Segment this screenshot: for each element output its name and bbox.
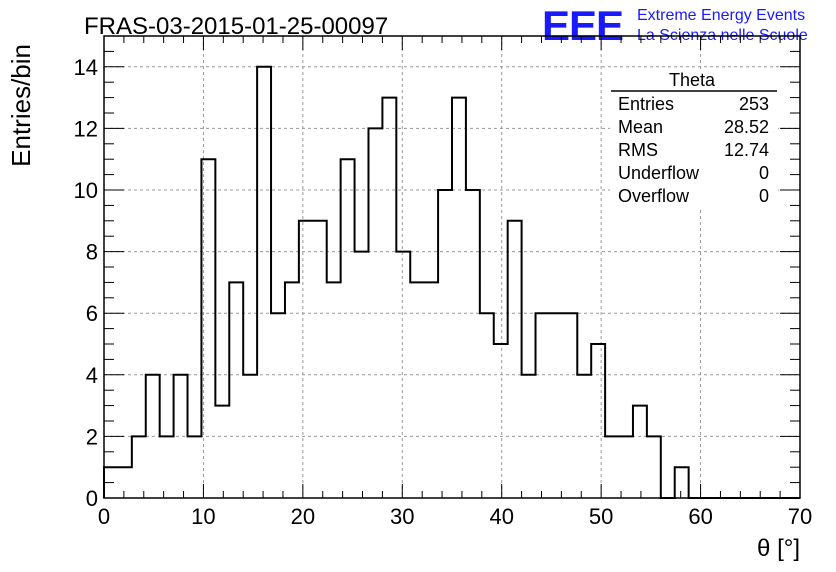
histogram-bin xyxy=(438,190,452,498)
histogram-bin xyxy=(132,436,146,498)
histogram-bin xyxy=(619,436,633,498)
histogram-bin xyxy=(215,406,229,498)
histogram-bin xyxy=(118,467,132,498)
eee-logo-mark: EEE xyxy=(542,2,623,49)
histogram-bin xyxy=(466,190,480,498)
histogram-bin xyxy=(494,344,508,498)
stats-label: Entries xyxy=(618,94,674,114)
histogram-bin xyxy=(341,159,355,498)
stats-label: Underflow xyxy=(618,163,700,183)
stats-title: Theta xyxy=(669,70,716,90)
histogram-bin xyxy=(480,313,494,498)
stats-box: Theta Entries 253 Mean 28.52 RMS 12.74 Underfl… xyxy=(610,70,778,208)
y-tick-label: 0 xyxy=(86,486,98,511)
histogram-bin xyxy=(549,313,563,498)
x-tick-label: 60 xyxy=(688,504,712,529)
histogram-bin xyxy=(271,313,285,498)
y-tick-label: 8 xyxy=(86,240,98,265)
histogram-bin xyxy=(285,282,299,498)
histogram-bin xyxy=(522,375,536,498)
stats-value: 12.74 xyxy=(724,140,769,160)
histogram-bin xyxy=(327,282,341,498)
x-tick-label: 0 xyxy=(98,504,110,529)
histogram-bin xyxy=(229,282,243,498)
stats-value: 0 xyxy=(759,163,769,183)
histogram-bin xyxy=(675,467,689,498)
axis-ticks xyxy=(103,35,801,499)
histogram-bin xyxy=(605,436,619,498)
histogram-bin xyxy=(313,221,327,498)
histogram-outline xyxy=(103,65,800,499)
histogram-bin xyxy=(257,67,271,498)
stats-value: 253 xyxy=(739,94,769,114)
histogram-bin xyxy=(633,406,647,498)
histogram-bin xyxy=(174,375,188,498)
y-tick-label: 6 xyxy=(86,301,98,326)
x-tick-label: 20 xyxy=(291,504,315,529)
y-tick-labels: 0 2 4 6 8 10 12 14 xyxy=(74,55,98,511)
y-axis-label: Entries/bin xyxy=(6,44,36,167)
histogram-bin xyxy=(382,98,396,498)
y-tick-label: 14 xyxy=(74,55,98,80)
stats-label: Mean xyxy=(618,117,663,137)
x-tick-label: 30 xyxy=(390,504,414,529)
histogram-bin xyxy=(424,282,438,498)
x-tick-label: 70 xyxy=(788,504,812,529)
x-tick-label: 50 xyxy=(589,504,613,529)
x-tick-label: 40 xyxy=(489,504,513,529)
histogram-bin xyxy=(188,436,202,498)
y-tick-label: 2 xyxy=(86,424,98,449)
y-tick-label: 10 xyxy=(74,178,98,203)
histogram-bin xyxy=(508,221,522,498)
histogram-bin xyxy=(591,344,605,498)
stats-rows: Entries 253 Mean 28.52 RMS 12.74 Underflow 0 Ove… xyxy=(618,94,769,206)
eee-logo-line1: Extreme Energy Events xyxy=(637,7,805,24)
histogram-bin xyxy=(563,313,577,498)
y-tick-label: 4 xyxy=(86,363,98,388)
stats-value: 28.52 xyxy=(724,117,769,137)
histogram-bin xyxy=(299,221,313,498)
stats-value: 0 xyxy=(759,186,769,206)
stats-label: Overflow xyxy=(618,186,690,206)
histogram-bin xyxy=(410,282,424,498)
y-tick-label: 12 xyxy=(74,116,98,141)
histogram-bin xyxy=(536,313,550,498)
histogram-bin xyxy=(452,98,466,498)
x-axis-label: θ [°] xyxy=(757,535,800,562)
stats-label: RMS xyxy=(618,140,658,160)
x-tick-labels: 0 10 20 30 40 50 60 70 xyxy=(98,504,812,529)
stats-box-bg xyxy=(610,70,778,208)
histogram-bin xyxy=(647,436,661,498)
x-tick-label: 10 xyxy=(191,504,215,529)
histogram-bin xyxy=(160,436,174,498)
